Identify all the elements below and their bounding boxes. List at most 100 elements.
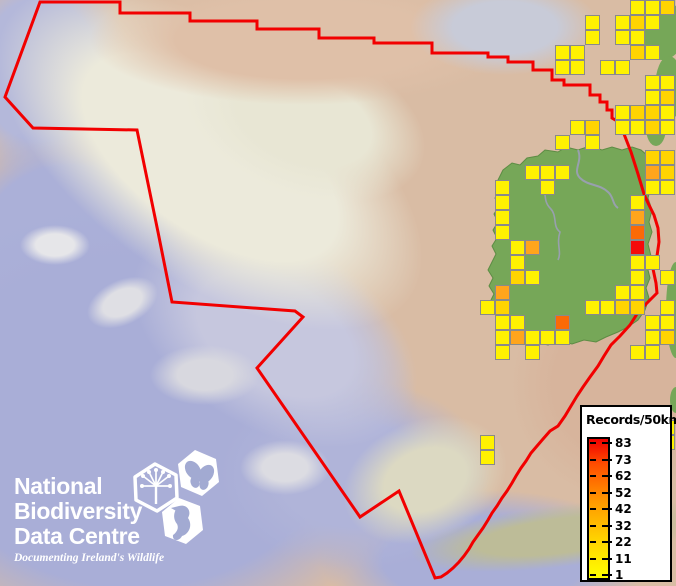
grid-cell[interactable] bbox=[495, 210, 510, 225]
grid-cell[interactable] bbox=[495, 180, 510, 195]
grid-cell[interactable] bbox=[630, 225, 645, 240]
grid-cell[interactable] bbox=[615, 105, 630, 120]
grid-cell[interactable] bbox=[570, 45, 585, 60]
grid-cell[interactable] bbox=[660, 270, 675, 285]
grid-cell[interactable] bbox=[525, 330, 540, 345]
grid-cell[interactable] bbox=[630, 0, 645, 15]
grid-cell[interactable] bbox=[660, 315, 675, 330]
grid-cell[interactable] bbox=[540, 180, 555, 195]
grid-cell[interactable] bbox=[660, 150, 675, 165]
grid-cell[interactable] bbox=[615, 285, 630, 300]
grid-cell[interactable] bbox=[495, 285, 510, 300]
grid-cell[interactable] bbox=[630, 105, 645, 120]
grid-cell[interactable] bbox=[570, 120, 585, 135]
grid-cell[interactable] bbox=[585, 30, 600, 45]
grid-cell[interactable] bbox=[510, 315, 525, 330]
grid-cell[interactable] bbox=[645, 105, 660, 120]
grid-cell[interactable] bbox=[660, 300, 675, 315]
grid-cell[interactable] bbox=[600, 60, 615, 75]
grid-cell[interactable] bbox=[615, 15, 630, 30]
grid-cell[interactable] bbox=[645, 75, 660, 90]
grid-cell[interactable] bbox=[645, 165, 660, 180]
grid-cell[interactable] bbox=[630, 45, 645, 60]
grid-cell[interactable] bbox=[540, 330, 555, 345]
grid-cell[interactable] bbox=[555, 315, 570, 330]
grid-cell[interactable] bbox=[660, 120, 675, 135]
legend-tick-right bbox=[602, 491, 612, 494]
legend-tick-label: 1 bbox=[615, 568, 624, 582]
grid-cell[interactable] bbox=[480, 450, 495, 465]
plant-icon bbox=[133, 462, 179, 513]
grid-cell[interactable] bbox=[495, 330, 510, 345]
grid-cell[interactable] bbox=[525, 165, 540, 180]
grid-cell[interactable] bbox=[645, 90, 660, 105]
grid-cell[interactable] bbox=[645, 315, 660, 330]
grid-cell[interactable] bbox=[630, 240, 645, 255]
grid-cell[interactable] bbox=[555, 135, 570, 150]
grid-cell[interactable] bbox=[585, 120, 600, 135]
grid-cell[interactable] bbox=[615, 300, 630, 315]
grid-cell[interactable] bbox=[495, 345, 510, 360]
grid-cell[interactable] bbox=[630, 195, 645, 210]
grid-cell[interactable] bbox=[645, 150, 660, 165]
grid-cell[interactable] bbox=[645, 345, 660, 360]
legend-title: Records/50km bbox=[586, 412, 676, 427]
grid-cell[interactable] bbox=[630, 210, 645, 225]
grid-cell[interactable] bbox=[645, 45, 660, 60]
grid-cell[interactable] bbox=[630, 285, 645, 300]
grid-cell[interactable] bbox=[630, 270, 645, 285]
grid-cell[interactable] bbox=[660, 330, 675, 345]
grid-cell[interactable] bbox=[525, 270, 540, 285]
grid-cell[interactable] bbox=[525, 345, 540, 360]
grid-cell[interactable] bbox=[600, 300, 615, 315]
grid-cell[interactable] bbox=[630, 345, 645, 360]
legend-tick-label: 11 bbox=[615, 551, 632, 566]
grid-cell[interactable] bbox=[660, 180, 675, 195]
grid-cell[interactable] bbox=[480, 435, 495, 450]
legend-tick-right bbox=[602, 458, 612, 461]
grid-cell[interactable] bbox=[495, 195, 510, 210]
grid-cell[interactable] bbox=[510, 240, 525, 255]
grid-cell[interactable] bbox=[615, 30, 630, 45]
legend-tick-left bbox=[590, 458, 596, 461]
grid-cell[interactable] bbox=[480, 300, 495, 315]
grid-cell[interactable] bbox=[510, 330, 525, 345]
grid-cell[interactable] bbox=[540, 165, 555, 180]
grid-cell[interactable] bbox=[585, 135, 600, 150]
grid-cell[interactable] bbox=[645, 180, 660, 195]
grid-cell[interactable] bbox=[645, 0, 660, 15]
grid-cell[interactable] bbox=[510, 255, 525, 270]
grid-cell[interactable] bbox=[570, 60, 585, 75]
grid-cell[interactable] bbox=[585, 300, 600, 315]
grid-cell[interactable] bbox=[660, 90, 675, 105]
butterfly-icon bbox=[178, 450, 219, 496]
grid-cell[interactable] bbox=[585, 15, 600, 30]
grid-cell[interactable] bbox=[660, 0, 675, 15]
grid-cell[interactable] bbox=[555, 330, 570, 345]
grid-cell[interactable] bbox=[630, 15, 645, 30]
grid-cell[interactable] bbox=[495, 225, 510, 240]
grid-cell[interactable] bbox=[660, 165, 675, 180]
grid-cell[interactable] bbox=[660, 75, 675, 90]
grid-cell[interactable] bbox=[510, 270, 525, 285]
grid-cell[interactable] bbox=[495, 315, 510, 330]
grid-cell[interactable] bbox=[630, 30, 645, 45]
grid-cell[interactable] bbox=[630, 255, 645, 270]
grid-cell[interactable] bbox=[660, 105, 675, 120]
grid-cell[interactable] bbox=[495, 300, 510, 315]
grid-cell[interactable] bbox=[555, 60, 570, 75]
grid-cell[interactable] bbox=[615, 60, 630, 75]
grid-cell[interactable] bbox=[645, 15, 660, 30]
legend-tick-left bbox=[590, 574, 596, 576]
grid-cell[interactable] bbox=[645, 255, 660, 270]
grid-cell[interactable] bbox=[555, 45, 570, 60]
map-legend: Records/50km 83 73 62 52 42 32 22 11 1 bbox=[580, 405, 676, 582]
grid-cell[interactable] bbox=[645, 330, 660, 345]
grid-cell[interactable] bbox=[630, 300, 645, 315]
grid-cell[interactable] bbox=[525, 240, 540, 255]
grid-cell[interactable] bbox=[615, 120, 630, 135]
legend-tick-right bbox=[602, 541, 612, 543]
grid-cell[interactable] bbox=[645, 120, 660, 135]
grid-cell[interactable] bbox=[630, 120, 645, 135]
grid-cell[interactable] bbox=[555, 165, 570, 180]
